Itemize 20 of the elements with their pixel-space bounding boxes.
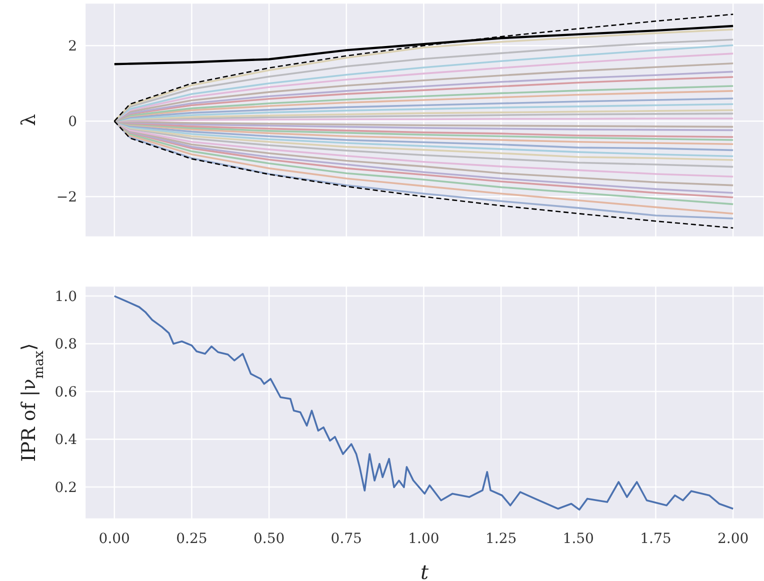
x-tick-label: 2.00 bbox=[717, 530, 749, 547]
x-tick-label: 1.50 bbox=[562, 530, 594, 547]
y-tick-label: 2 bbox=[68, 38, 77, 55]
x-tick-label: 1.75 bbox=[640, 530, 672, 547]
y-tick-label: 0.4 bbox=[54, 432, 78, 448]
x-tick-label: 0.00 bbox=[98, 530, 130, 547]
x-tick-label: 1.25 bbox=[485, 530, 517, 547]
y-tick-label: 0 bbox=[68, 114, 77, 130]
x-tick-label: 0.75 bbox=[330, 530, 362, 547]
x-tick-label: 0.25 bbox=[176, 530, 208, 547]
x-axis-title: t bbox=[420, 560, 430, 581]
y-tick-label: 1.0 bbox=[54, 288, 77, 305]
line-series bbox=[113, 295, 734, 511]
x-tick-label: 0.50 bbox=[253, 530, 285, 547]
y-tick-label: 0.6 bbox=[54, 384, 78, 400]
x-tick-label: 1.00 bbox=[408, 530, 440, 547]
y-axis-title: λ bbox=[18, 114, 40, 126]
y-tick-label: 0.2 bbox=[54, 480, 77, 496]
y-tick-label: −2 bbox=[56, 190, 77, 206]
y-tick-label: 0.8 bbox=[54, 336, 77, 353]
